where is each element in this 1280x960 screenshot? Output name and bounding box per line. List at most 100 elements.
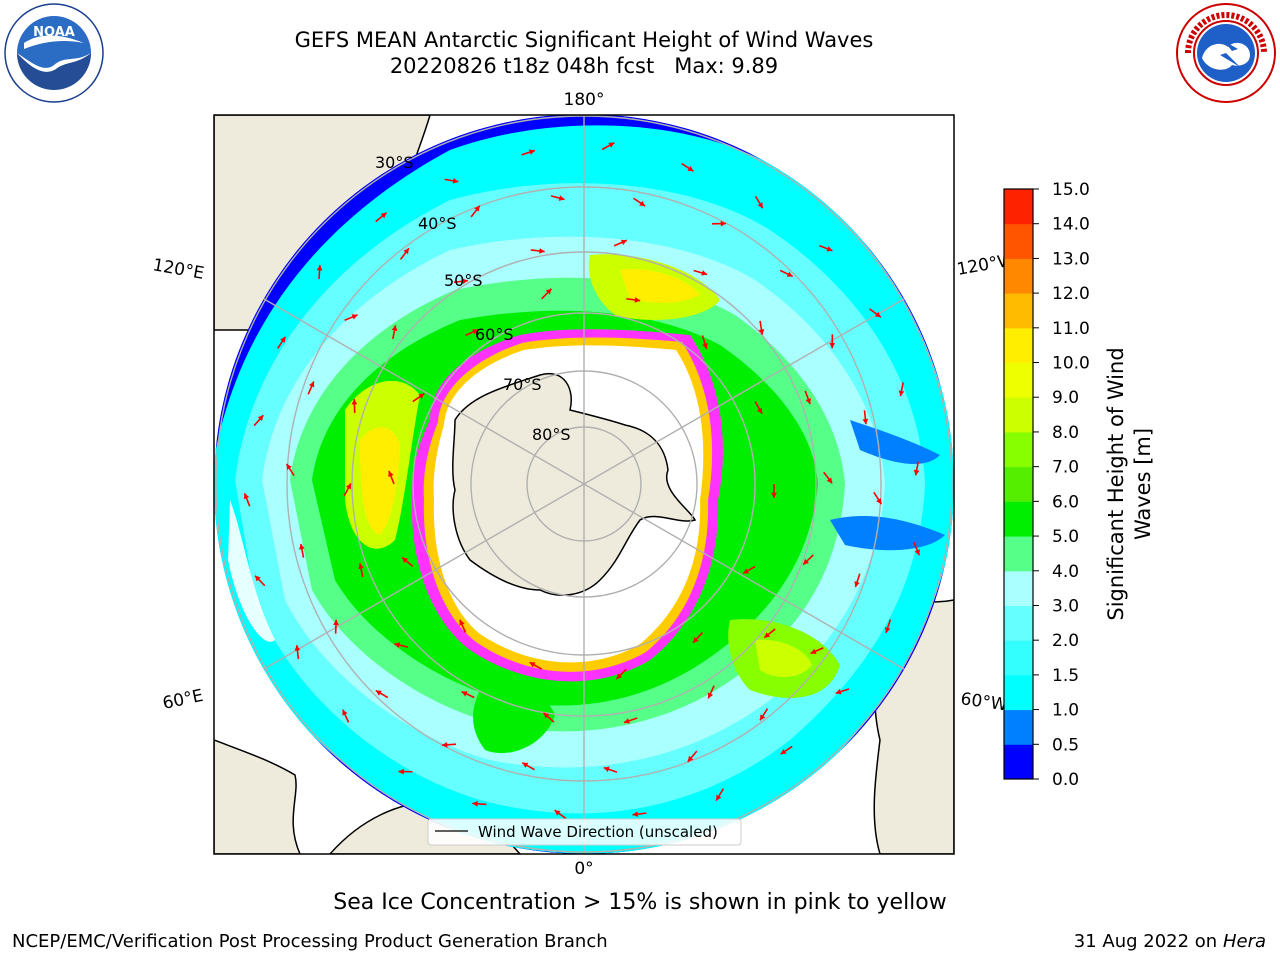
wind-arrow-head <box>545 288 552 295</box>
colorbar-tick-label: 1.0 <box>1052 701 1079 721</box>
wind-arrow-head <box>462 278 468 285</box>
wind-arrow-head <box>403 248 409 255</box>
colorbar-swatch <box>1004 605 1033 641</box>
colorbar-tick-label: 15.0 <box>1052 180 1090 200</box>
footer-date: 31 Aug 2022 on Hera <box>1074 931 1266 952</box>
colorbar-swatch <box>1004 536 1033 572</box>
wind-arrow-head <box>558 195 565 201</box>
chart-title: GEFS MEAN Antarctic Significant Height o… <box>294 28 874 52</box>
wind-arrow-head <box>375 690 382 696</box>
wind-arrow-head <box>299 543 305 550</box>
wind-arrow-head <box>771 492 777 498</box>
wind-arrow-head <box>351 399 358 405</box>
wind-arrow-head <box>472 329 479 335</box>
wind-arrow-head <box>257 415 264 422</box>
wind-arrow-head <box>388 470 394 477</box>
footer-credit: NCEP/EMC/Verification Post Processing Pr… <box>12 931 608 952</box>
legend-label: Wind Wave Direction (unscaled) <box>478 823 718 841</box>
wind-arrow-head <box>758 329 765 335</box>
colorbar-tick-label: 7.0 <box>1052 458 1079 478</box>
wind-arrow-head <box>632 811 639 818</box>
wind-arrow-head <box>786 271 793 277</box>
wind-arrow-head <box>854 581 860 587</box>
wind-arrow-head <box>280 336 286 343</box>
wind-arrow-head <box>554 810 561 816</box>
colorbar-tick-label: 1.5 <box>1052 666 1079 686</box>
wind-arrow-head <box>898 390 905 397</box>
wind-arrow-head <box>294 645 301 651</box>
wind-arrow-head <box>720 220 727 227</box>
wind-arrow-head <box>309 381 315 388</box>
colorbar-tick-label: 10.0 <box>1052 354 1090 374</box>
wind-arrow-head <box>342 709 348 716</box>
wind-arrow-head <box>716 794 722 801</box>
wind-arrow-head <box>394 642 401 648</box>
wind-arrow-head <box>692 637 699 643</box>
colorbar-swatch <box>1004 397 1033 433</box>
lat-label-30s: 30°S <box>375 153 414 172</box>
wind-arrow-head <box>539 248 545 254</box>
chart-subtitle: 20220826 t18z 048h fcst Max: 9.89 <box>389 54 779 78</box>
wind-arrow-head <box>543 712 550 719</box>
colorbar-tick-label: 3.0 <box>1052 596 1079 616</box>
colorbar-swatch <box>1004 466 1033 502</box>
wind-arrow-head <box>829 343 836 349</box>
colorbar-swatch <box>1004 189 1033 225</box>
colorbar-tick-label: 0.0 <box>1052 770 1079 790</box>
wind-arrow-head <box>459 619 465 626</box>
colorbar-tick-label: 8.0 <box>1052 423 1079 443</box>
wind-arrow-head <box>358 563 364 570</box>
wind-arrow-head <box>529 662 536 668</box>
wind-arrow-head <box>743 568 750 574</box>
wind-arrow-head <box>620 239 627 246</box>
colorbar-swatch <box>1004 744 1033 780</box>
footer-date-text: 31 Aug 2022 on <box>1073 931 1218 952</box>
lon-label-60w: 60°W <box>959 689 1008 715</box>
wind-arrow-head <box>874 311 881 318</box>
footer-machine: Hera <box>1222 931 1266 952</box>
wind-arrow-head <box>702 342 708 349</box>
lat-label-60s: 60°S <box>475 325 514 344</box>
colorbar-tick-label: 12.0 <box>1052 284 1090 304</box>
wind-arrow-head <box>687 755 694 762</box>
wind-arrow-head <box>826 246 833 252</box>
colorbar-label-line-1: Significant Height of Wind <box>1104 347 1128 620</box>
antarctica-landmass <box>452 372 697 596</box>
wind-arrow-head <box>474 205 480 212</box>
lat-label-80s: 80°S <box>532 425 571 444</box>
wind-arrow-head <box>862 418 869 425</box>
colorbar-swatch <box>1004 327 1033 364</box>
wind-arrow-layer <box>243 141 921 820</box>
wind-arrow-head <box>826 477 833 484</box>
sea-ice-note: Sea Ice Concentration > 15% is shown in … <box>333 890 947 915</box>
wind-arrow-head <box>884 627 891 633</box>
colorbar-tick-label: 4.0 <box>1052 562 1079 582</box>
wind-arrow-head <box>701 270 708 276</box>
wind-arrow-head <box>472 800 478 807</box>
colorbar: 0.0 0.5 1.0 1.5 2.0 3.0 4.0 5.0 6.0 7.0 8.0 9.0 10.0… <box>1003 180 1155 790</box>
lat-label-70s: 70°S <box>503 375 542 394</box>
colorbar-tick-label: 2.0 <box>1052 631 1079 651</box>
wind-arrow-head <box>616 673 623 680</box>
colorbar-swatch <box>1004 501 1033 537</box>
map-legend: Wind Wave Direction (unscaled) <box>427 818 742 846</box>
wind-arrow-head <box>757 202 763 209</box>
colorbar-swatch <box>1004 293 1033 329</box>
lon-label-180: 180° <box>564 90 605 110</box>
map-frame <box>213 114 955 855</box>
wind-arrow-head <box>913 469 920 476</box>
wind-arrow-head <box>608 142 615 148</box>
colorbar-swatch <box>1004 709 1033 745</box>
wind-arrow-head <box>623 718 630 724</box>
wind-arrow-head <box>316 265 323 271</box>
wind-arrow-head <box>810 648 817 654</box>
wind-arrow-head <box>803 558 809 565</box>
wind-arrow-head <box>254 575 261 582</box>
wind-arrow-head <box>286 463 292 470</box>
colorbar-tick-label: 6.0 <box>1052 492 1079 512</box>
wind-arrow-head <box>805 398 811 405</box>
wind-arrow-head <box>345 483 351 490</box>
wind-arrow-head <box>418 393 425 399</box>
colorbar-frame <box>1003 188 1034 780</box>
wind-arrow-head <box>687 165 694 172</box>
